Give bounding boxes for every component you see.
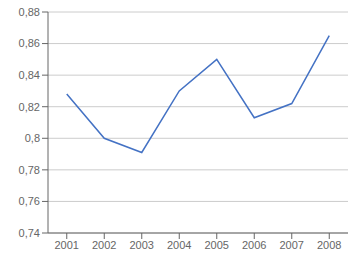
svg-text:0,86: 0,86 <box>19 37 40 49</box>
svg-text:2004: 2004 <box>167 239 191 251</box>
svg-text:0,82: 0,82 <box>19 101 40 113</box>
svg-text:2008: 2008 <box>317 239 341 251</box>
svg-text:2006: 2006 <box>242 239 266 251</box>
svg-text:2001: 2001 <box>55 239 79 251</box>
svg-text:0,74: 0,74 <box>19 227 40 239</box>
svg-text:0,88: 0,88 <box>19 6 40 18</box>
svg-text:0,78: 0,78 <box>19 164 40 176</box>
svg-text:0,8: 0,8 <box>25 132 40 144</box>
svg-text:0,76: 0,76 <box>19 195 40 207</box>
svg-text:2002: 2002 <box>92 239 116 251</box>
svg-text:2003: 2003 <box>130 239 154 251</box>
svg-text:2005: 2005 <box>205 239 229 251</box>
svg-text:2007: 2007 <box>280 239 304 251</box>
svg-text:0,84: 0,84 <box>19 69 40 81</box>
